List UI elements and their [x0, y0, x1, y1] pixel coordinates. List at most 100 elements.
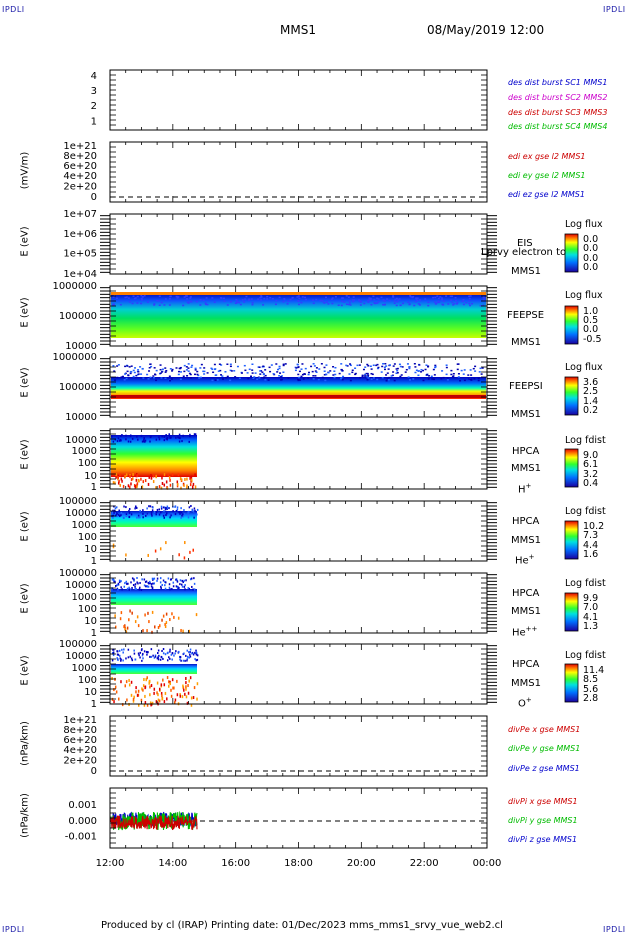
hpca-speckle [128, 516, 130, 519]
feepsi-speckle [120, 376, 123, 378]
feepsi-speckle [183, 364, 186, 367]
hpca-speckle [175, 650, 177, 653]
feepse-speckle [468, 297, 471, 300]
feepse-speckle [330, 298, 333, 301]
feepsi-speckle [149, 376, 152, 379]
feepsi-speckle [175, 367, 178, 369]
hpca-speckle [160, 507, 163, 510]
feepse-speckle [136, 295, 139, 298]
hpca-speckle [178, 440, 181, 443]
feepsi-speckle [333, 376, 336, 379]
hpca-speckle [112, 516, 114, 519]
feepsi-speckle [408, 366, 411, 368]
hpca-speckle [141, 578, 143, 581]
feepsi-speckle [160, 377, 163, 379]
feepsi-speckle [384, 363, 387, 365]
feepse-speckle [305, 298, 308, 301]
hpca-speckle [136, 474, 138, 478]
feepse-speckle [220, 297, 223, 299]
species-h-charge: + [525, 482, 532, 490]
feepse-speckle [239, 303, 242, 306]
feepse-speckle [441, 303, 444, 306]
hpca-speckle [169, 618, 171, 622]
feepse-speckle [424, 298, 427, 300]
feepse-speckle [409, 296, 412, 298]
feepsi-speckle [332, 374, 335, 376]
feepse-speckle [176, 297, 179, 299]
hpca-speckle [185, 681, 187, 685]
hpca-speckle [139, 516, 141, 519]
feepsi-speckle [457, 376, 460, 378]
feepse-speckle [206, 303, 209, 306]
hpca-speckle [176, 506, 179, 509]
feepsi-speckle [323, 370, 326, 372]
hpca-speckle [191, 485, 194, 489]
hpca-speckle [165, 437, 168, 440]
hpca-speckle [167, 577, 170, 580]
feepsi-speckle [164, 367, 167, 369]
feepsi-speckle [388, 376, 391, 379]
hpca-speckle [153, 582, 156, 585]
feepsi-speckle [312, 378, 315, 380]
feepse-speckle [286, 303, 289, 305]
feepsi-speckle [194, 369, 197, 371]
hpca-speckle [172, 585, 175, 588]
feepse-speckle [185, 295, 188, 297]
feepsi-speckle [385, 365, 388, 367]
hpca-speckle [120, 434, 122, 437]
feepsi-speckle [459, 379, 462, 382]
hpca-speckle [114, 481, 116, 485]
hpca-speckle [126, 626, 129, 630]
hpca-speckle [146, 629, 148, 633]
hpca-speckle [116, 512, 118, 515]
hpca-speckle [116, 584, 118, 587]
hpca-speckle [112, 440, 115, 443]
feepse-speckle [415, 298, 418, 300]
hpca-speckle [168, 583, 171, 586]
hpca-speckle [151, 701, 154, 705]
feepse-speckle [369, 297, 372, 300]
feepsi-speckle [354, 372, 357, 375]
hpca-speckle [154, 549, 157, 553]
cb-tick: 2.5 [583, 386, 599, 397]
feepse-speckle [262, 304, 265, 306]
feepse-speckle [369, 299, 372, 301]
feepsi-speckle [244, 369, 247, 372]
hpca-speckle [130, 513, 133, 516]
cb-tick: 0.0 [583, 262, 599, 273]
hpca-speckle [113, 511, 115, 514]
feepsi-speckle [114, 379, 117, 381]
feepsi-speckle [404, 371, 407, 373]
hpca-speckle [185, 579, 187, 582]
feepsi-speckle [278, 365, 281, 368]
feepse-speckle [392, 295, 395, 297]
hpca-speckle [114, 512, 117, 515]
hpca-speckle [189, 648, 192, 651]
feepse-speckle [250, 298, 253, 300]
hpca-speckle [125, 680, 128, 684]
hpca-speckle [133, 649, 135, 652]
hpca-speckle [193, 588, 196, 591]
feepsi-speckle [179, 366, 182, 369]
feepsi-speckle [253, 376, 256, 378]
feepsi-speckle [361, 374, 364, 377]
hpca-speckle [144, 439, 147, 442]
species-o: O+ [518, 696, 532, 709]
feepsi-speckle [229, 369, 232, 372]
hpca-speckle [144, 479, 147, 483]
feepsi-speckle [200, 363, 203, 366]
feepsi-speckle [215, 374, 218, 376]
legend-divpe-y: divPe y gse MMS1 [508, 744, 581, 753]
feepsi-speckle [190, 377, 193, 379]
feepsi-speckle [370, 368, 373, 370]
hpca-speckle [137, 478, 140, 482]
feepse-speckle [291, 297, 294, 299]
feepse-speckle [257, 298, 260, 300]
hpca-speckle [187, 513, 189, 516]
feepsi-speckle [196, 373, 199, 376]
feepsi-speckle [159, 364, 162, 366]
feepsi-speckle [254, 372, 257, 374]
hpca-speckle [118, 479, 120, 483]
hpca-speckle [141, 687, 143, 691]
hpca-speckle [171, 587, 173, 590]
